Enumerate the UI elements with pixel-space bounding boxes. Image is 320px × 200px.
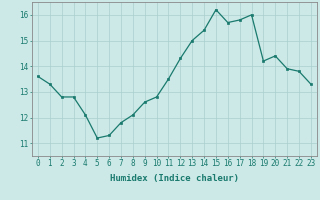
X-axis label: Humidex (Indice chaleur): Humidex (Indice chaleur) bbox=[110, 174, 239, 183]
